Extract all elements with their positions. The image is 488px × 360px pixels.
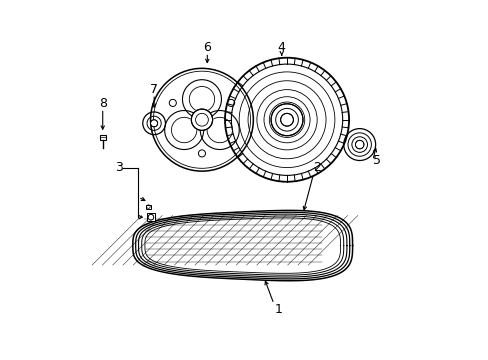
Bar — [147, 213, 155, 221]
Circle shape — [355, 140, 363, 149]
Circle shape — [191, 109, 212, 130]
Text: 7: 7 — [150, 83, 158, 96]
Bar — [100, 135, 106, 140]
Text: 3: 3 — [115, 161, 122, 174]
Text: 6: 6 — [203, 41, 211, 54]
Circle shape — [270, 104, 303, 136]
Text: 5: 5 — [373, 154, 381, 167]
Circle shape — [150, 120, 157, 127]
Bar — [145, 205, 151, 209]
Text: 1: 1 — [274, 303, 282, 316]
Circle shape — [280, 113, 293, 126]
Text: 8: 8 — [99, 97, 106, 110]
Text: 2: 2 — [313, 161, 321, 174]
Circle shape — [148, 215, 153, 220]
Text: 4: 4 — [277, 41, 285, 54]
